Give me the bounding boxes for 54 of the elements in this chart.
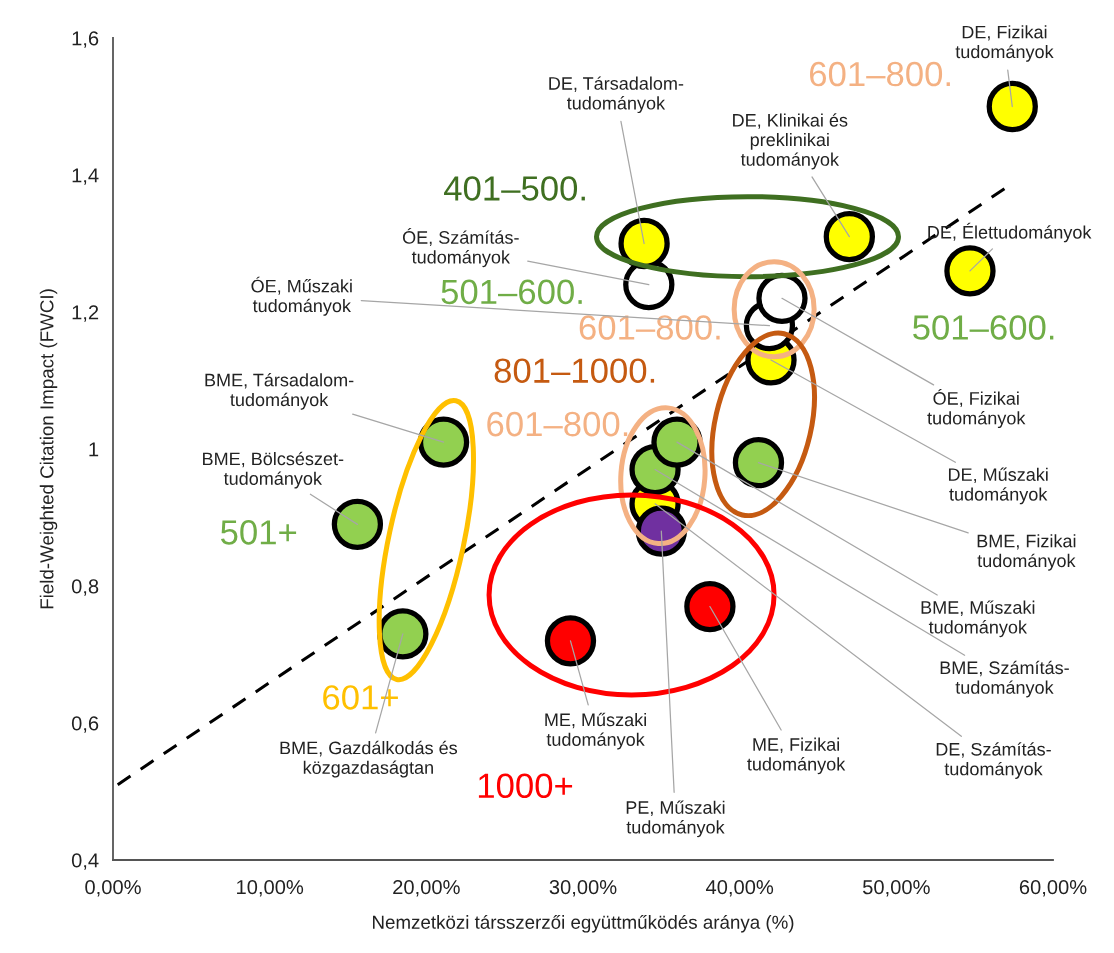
annotation: 501+ [220,520,297,545]
annotation: DE, Társadalom- tudományok [549,76,684,114]
point [986,80,1038,133]
point [618,217,670,270]
y-tick-label: 0,6 [71,716,99,733]
annotation: 601–800. [579,315,720,340]
annotation: BME, Fizikai tudományok [977,534,1076,571]
x-tick-label: 0,00% [85,879,141,897]
annotation: BME, Műszaki tudományok [921,600,1035,638]
annotation: DE, Klinikai és preklinikai tudományok [733,113,848,170]
annotation: PE, Műszaki tudományok [626,800,725,838]
annotation: ME, Fizikai tudományok [747,737,846,775]
point [651,416,703,468]
annotation: ME, Műszaki tudományok [545,712,646,750]
y-tick-label: 1 [89,442,99,457]
annotation: 1000+ [478,773,573,799]
point [684,580,736,633]
annotation: DE, Műszaki tudományok [948,467,1048,505]
point [944,245,996,297]
x-axis-title: Nemzetközi társszerzői együttműködés aránya (%) [373,914,794,933]
point [823,210,876,263]
x-tick-label: 20,00% [393,879,460,897]
annotation: DE, Számítás- tudományok [936,742,1051,779]
annotation: 401–500. [444,176,585,201]
y-tick-label: 0,4 [71,853,99,870]
annotation: BME, Gazdálkodás és közgazdaságtan [280,740,458,778]
y-tick-label: 0,8 [71,579,99,596]
x-tick-label: 30,00% [549,879,617,897]
point [331,498,384,551]
x-tick-label: 60,00% [1019,879,1087,897]
annotation: ÓE, Fizikai tudományok [927,389,1026,429]
x-tick-label: 40,00% [705,879,774,897]
y-tick-label: 1,6 [72,31,99,48]
x-tick-label: 50,00% [862,879,930,897]
annotation: 501–600. [913,315,1054,340]
y-tick-label: 1,4 [72,168,99,185]
annotation: 501–600. [441,279,582,305]
annotation: 601–800. [487,411,628,437]
annotation: ÓE, Számítás- tudományok [402,228,519,268]
y-tick-label: 1,2 [72,305,99,322]
annotation: BME, Társadalom- tudományok [205,372,354,410]
annotation: BME, Számítás- tudományok [940,660,1069,698]
point [544,615,597,667]
point [417,416,470,468]
y-axis-title: Field-Weighted Citation Impact (FWCI) [39,289,58,609]
point [732,437,785,489]
annotation: 601–800. [810,61,950,87]
annotation: BME, Bölcsészet- tudományok [203,451,344,489]
annotation: DE, Élettudományok [928,222,1092,243]
annotation: 601+ [323,685,398,710]
annotation: 801–1000. [494,358,655,383]
annotation: DE, Fizikai tudományok [955,25,1054,62]
x-tick-label: 10,00% [237,879,304,897]
annotation: ÓE, Műszaki tudományok [251,276,352,316]
